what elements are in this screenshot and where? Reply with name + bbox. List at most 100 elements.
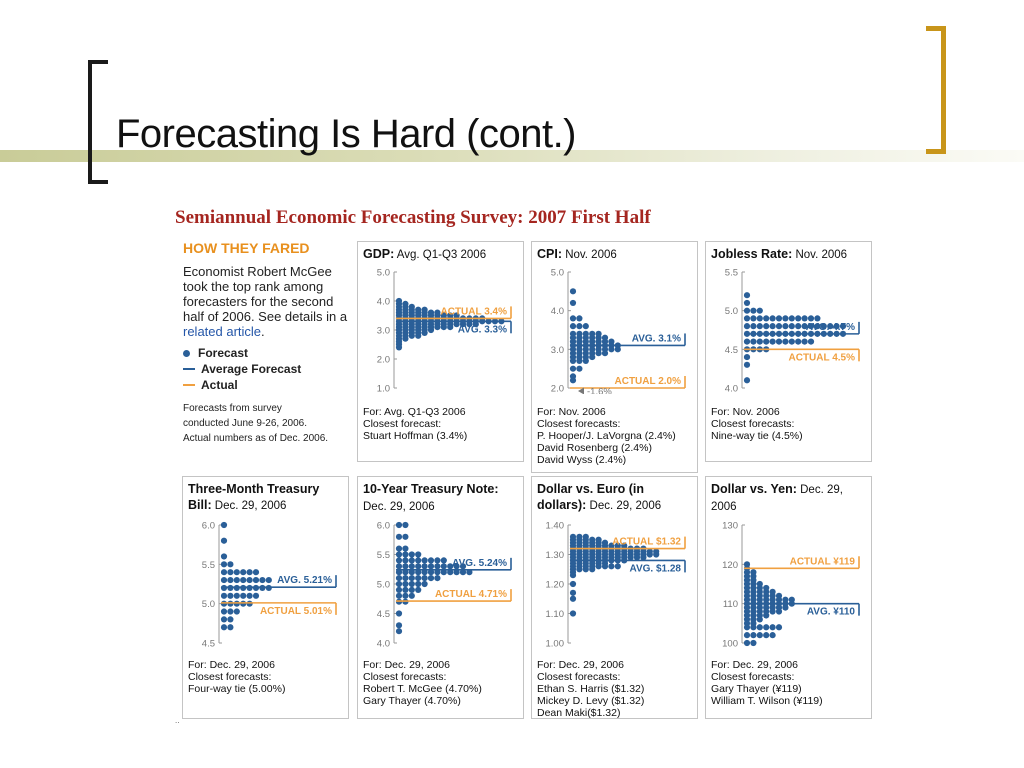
y-tick-label: 5.0 xyxy=(551,268,564,279)
average-label: AVG. ¥110 xyxy=(807,607,856,618)
forecast-dot xyxy=(750,307,757,314)
y-tick-label: 5.5 xyxy=(377,550,390,561)
forecast-dot xyxy=(569,323,577,330)
forecast-dot xyxy=(415,563,422,570)
forecast-dot xyxy=(775,323,783,330)
panel-footer: For: Nov. 2006 Closest forecasts: P. Hoope… xyxy=(537,406,676,466)
forecast-dot xyxy=(756,616,763,623)
forecast-dot xyxy=(453,569,460,576)
legend-forecast: Forecast xyxy=(183,345,351,361)
forecast-dot xyxy=(227,561,234,568)
y-tick-label: 5.0 xyxy=(377,268,390,279)
forecast-dot xyxy=(408,586,415,593)
forecast-dot xyxy=(459,321,467,328)
below-range-arrow-icon xyxy=(578,387,584,394)
forecast-dot xyxy=(434,563,441,570)
forecast-dot xyxy=(589,566,596,573)
legend-actual: Actual xyxy=(183,377,351,393)
forecast-dot xyxy=(447,563,454,570)
forecast-dot xyxy=(582,566,589,573)
forecast-dot xyxy=(614,563,621,570)
forecast-dot xyxy=(750,315,757,322)
forecast-dot xyxy=(750,639,757,647)
forecast-dot xyxy=(743,632,751,639)
forecast-dot xyxy=(265,576,272,584)
panel-title-main: Dollar vs. Euro (in dollars): xyxy=(537,482,644,512)
forecast-dot xyxy=(408,557,415,564)
forecast-dot xyxy=(569,580,577,588)
actual-label: ACTUAL 4.71% xyxy=(435,589,507,600)
forecast-dot xyxy=(756,307,763,314)
forecast-dot xyxy=(415,332,422,339)
forecast-dot xyxy=(569,365,577,372)
y-tick-label: 4.0 xyxy=(725,384,738,395)
panel-footer-line: Closest forecasts: xyxy=(188,671,272,683)
forecast-dot xyxy=(569,288,577,295)
forecast-dot xyxy=(569,589,577,596)
forecast-dot xyxy=(795,315,802,322)
forecast-dot xyxy=(807,315,815,322)
forecast-dot xyxy=(246,592,253,599)
forecast-panel: 10-Year Treasury Note: Dec. 29, 2006 4.0 4… xyxy=(357,476,524,719)
forecast-dot xyxy=(246,576,253,584)
intro-panel: HOW THEY FARED Economist Robert McGee to… xyxy=(183,240,351,446)
forecast-dot xyxy=(408,563,415,570)
forecast-dot xyxy=(750,624,757,631)
forecast-dot xyxy=(402,563,409,570)
forecast-chart: 100 110 120 130 AVG. ¥110 ACTUAL ¥119 xyxy=(722,521,860,650)
forecast-dot xyxy=(233,576,240,584)
forecast-dot xyxy=(402,586,409,593)
y-tick-label: 1.00 xyxy=(546,639,565,650)
forecast-dot xyxy=(743,639,751,647)
panel-footer-line: Closest forecasts: xyxy=(711,418,795,430)
forecast-dot xyxy=(788,323,795,330)
forecast-dot xyxy=(395,545,403,552)
forecast-dot-icon xyxy=(183,349,190,357)
actual-label: ACTUAL 2.0% xyxy=(615,376,682,387)
forecast-dot xyxy=(395,592,403,599)
forecast-dot xyxy=(743,315,751,322)
y-tick-label: 1.10 xyxy=(546,609,565,620)
forecast-dot xyxy=(395,557,403,564)
forecast-dot xyxy=(402,551,409,558)
panel-title-date: Dec. 29, 2006 xyxy=(211,500,287,512)
forecast-dot xyxy=(240,576,247,584)
forecast-dot xyxy=(839,323,847,330)
forecast-dot xyxy=(453,321,460,328)
forecast-dot xyxy=(408,551,415,558)
forecast-dot xyxy=(569,377,577,384)
forecast-dot xyxy=(408,332,415,339)
panel-title-date: Dec. 29, 2006 xyxy=(711,484,843,513)
forecast-dot xyxy=(801,323,808,330)
left-bracket-decoration xyxy=(88,60,108,184)
forecast-dot xyxy=(434,575,441,582)
legend-actual-label: Actual xyxy=(201,378,238,392)
intro-tail: . xyxy=(261,324,265,339)
forecast-dot xyxy=(459,569,467,576)
forecast-dot xyxy=(227,592,234,599)
forecast-dot xyxy=(402,569,409,576)
forecast-dot xyxy=(252,592,260,599)
forecast-dot xyxy=(801,315,808,322)
panel-title-main: 10-Year Treasury Note: xyxy=(363,482,499,496)
forecast-dot xyxy=(763,323,770,330)
forecast-dot xyxy=(756,632,763,639)
forecast-dot xyxy=(402,335,409,342)
forecast-dot xyxy=(440,563,447,570)
y-tick-label: 100 xyxy=(722,639,738,650)
forecast-dot xyxy=(402,592,409,599)
intro-text: Economist Robert McGee took the top rank… xyxy=(183,264,348,324)
panel-title: GDP: Avg. Q1-Q3 2006 xyxy=(363,246,521,263)
forecast-dot xyxy=(653,551,660,558)
actual-label: ACTUAL 5.01% xyxy=(260,606,332,617)
footer-marks: .. xyxy=(175,716,180,725)
forecast-dot xyxy=(440,557,447,564)
forecast-dot xyxy=(415,580,422,588)
related-article-link[interactable]: related article xyxy=(183,324,262,339)
forecast-dot xyxy=(421,580,428,588)
forecast-dot xyxy=(402,545,409,552)
forecast-dot xyxy=(252,569,260,576)
forecast-dot xyxy=(769,632,776,639)
forecast-dot xyxy=(756,624,763,631)
forecast-dot xyxy=(233,592,240,599)
